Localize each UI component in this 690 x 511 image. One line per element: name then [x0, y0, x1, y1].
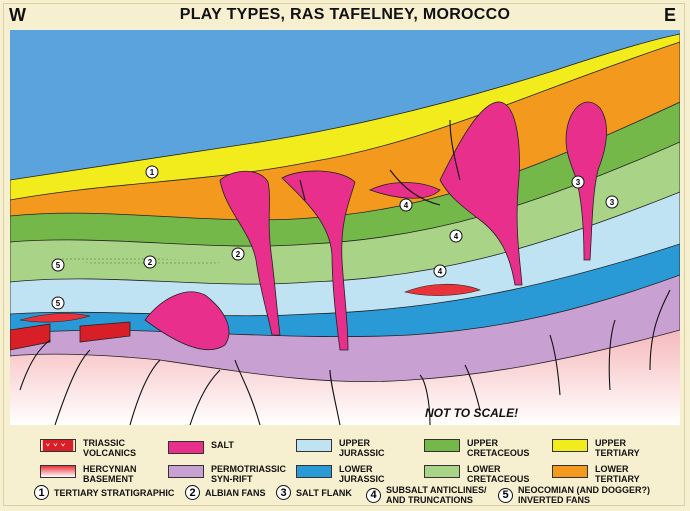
upper-jurassic-swatch	[296, 439, 332, 452]
play-2: 2 ALBIAN FANS	[185, 485, 266, 500]
marker-5b: 5	[51, 296, 65, 310]
marker-2b: 2	[231, 247, 245, 261]
legend-lt-line2: TERTIARY	[595, 474, 640, 484]
east-label: E	[664, 5, 677, 25]
salt-diapir-3	[439, 101, 523, 286]
play-4: 4 SUBSALT ANTICLINES/AND TRUNCATIONS	[366, 485, 487, 505]
marker-2b-label: 2	[236, 250, 241, 259]
legend-permo-line1: PERMOTRIASSIC	[211, 464, 287, 474]
legend-uj-line1: UPPER	[339, 438, 371, 448]
legend-item-lower-tertiary: LOWER TERTIARY	[552, 464, 640, 484]
play-markers: 1 2 2 3 3 4 4 4 5 5	[51, 165, 619, 310]
play-4-label-1: SUBSALT ANTICLINES/	[386, 485, 487, 495]
triassic-volcanics	[10, 323, 51, 351]
play-3-label: SALT FLANK	[296, 487, 352, 498]
legend-uc-line2: CRETACEOUS	[467, 448, 530, 458]
legend-item-triassic-volcanics: TRIASSIC VOLCANICS	[40, 438, 136, 458]
legend-uj-line2: JURASSIC	[339, 448, 385, 458]
legend-hercynian-line2: BASEMENT	[83, 474, 134, 484]
play-2-number: 2	[185, 485, 200, 500]
red-lens	[404, 283, 481, 296]
play-5-label-1: NEOCOMIAN (AND DOGGER?)	[518, 485, 650, 495]
marker-4c-label: 4	[438, 267, 443, 276]
play-5-label-2: INVERTED FANS	[518, 495, 591, 505]
legend-item-lower-cretaceous: LOWER CRETACEOUS	[424, 464, 529, 484]
marker-5b-label: 5	[56, 299, 61, 308]
legend-uc-line1: UPPER	[467, 438, 499, 448]
upper-cretaceous-swatch	[424, 439, 460, 452]
triassic-volcanics-2	[79, 321, 131, 343]
neocomian-fan-red	[19, 313, 91, 323]
west-label: W	[9, 5, 26, 25]
play-2-label: ALBIAN FANS	[205, 487, 266, 498]
diagram-frame	[3, 3, 685, 506]
legend-item-hercynian-basement: HERCYNIAN BASEMENT	[40, 464, 137, 484]
marker-4c: 4	[433, 264, 447, 278]
marker-5a: 5	[51, 258, 65, 272]
lower-jurassic-swatch	[296, 465, 332, 478]
marker-4a-label: 4	[404, 201, 409, 210]
faults	[19, 119, 671, 425]
legend-lj-line2: JURASSIC	[339, 474, 385, 484]
not-to-scale-note: NOT TO SCALE!	[425, 406, 519, 420]
salt-diapir-2	[281, 170, 356, 351]
play-1-number: 1	[34, 485, 49, 500]
triassic-volcanics-swatch	[40, 439, 76, 452]
lower-cretaceous-swatch	[424, 465, 460, 478]
legend: TRIASSIC VOLCANICS HERCYNIAN BASEMENT SALT…	[0, 430, 690, 511]
play-4-label-2: AND TRUNCATIONS	[386, 495, 473, 505]
legend-triassic-line2: VOLCANICS	[83, 448, 137, 458]
marker-4b-label: 4	[454, 232, 459, 241]
play-5-number: 5	[498, 487, 513, 503]
legend-lc-line1: LOWER	[467, 464, 501, 474]
play-5: 5 NEOCOMIAN (AND DOGGER?) INVERTED FANS	[498, 485, 650, 505]
legend-lt-line1: LOWER	[595, 464, 629, 474]
marker-3a: 3	[571, 175, 585, 189]
play-1-label: TERTIARY STRATIGRAPHIC	[54, 487, 175, 498]
upper-tertiary-swatch	[552, 439, 588, 452]
marker-2a: 2	[143, 255, 157, 269]
cross-section: 1 2 2 3 3 4 4 4 5 5	[10, 30, 680, 425]
legend-item-upper-tertiary: UPPER TERTIARY	[552, 438, 640, 458]
legend-hercynian-line1: HERCYNIAN	[83, 464, 137, 474]
play-3: 3 SALT FLANK	[276, 485, 352, 500]
permotriassic-swatch	[168, 465, 204, 478]
lower-tertiary-swatch	[552, 465, 588, 478]
marker-1-label: 1	[150, 168, 155, 177]
salt-swatch	[168, 441, 204, 454]
salt-pillow	[144, 291, 230, 351]
legend-ut-line2: TERTIARY	[595, 448, 640, 458]
marker-2a-label: 2	[148, 258, 153, 267]
marker-4a: 4	[399, 198, 413, 212]
legend-item-permotriassic: PERMOTRIASSIC SYN-RIFT	[168, 464, 286, 484]
salt-diapir-1	[219, 170, 281, 336]
legend-lc-line2: CRETACEOUS	[467, 474, 530, 484]
hercynian-basement-swatch	[40, 465, 76, 478]
play-3-number: 3	[276, 485, 291, 500]
marker-3b: 3	[605, 195, 619, 209]
legend-permo-line2: SYN-RIFT	[211, 474, 253, 484]
diagram-title: PLAY TYPES, RAS TAFELNEY, MOROCCO	[179, 6, 511, 23]
play-4-number: 4	[366, 487, 381, 503]
legend-item-upper-jurassic: UPPER JURASSIC	[296, 438, 385, 458]
legend-ut-line1: UPPER	[595, 438, 627, 448]
salt-wedge	[368, 182, 441, 199]
legend-item-salt: SALT	[168, 440, 234, 454]
marker-3a-label: 3	[576, 178, 581, 187]
legend-triassic-line1: TRIASSIC	[83, 438, 126, 448]
marker-1: 1	[145, 165, 159, 179]
legend-item-lower-jurassic: LOWER JURASSIC	[296, 464, 385, 484]
legend-salt-line1: SALT	[211, 440, 234, 450]
legend-lj-line1: LOWER	[339, 464, 373, 474]
legend-item-upper-cretaceous: UPPER CRETACEOUS	[424, 438, 529, 458]
marker-4b: 4	[449, 229, 463, 243]
marker-3b-label: 3	[610, 198, 615, 207]
marker-5a-label: 5	[56, 261, 61, 270]
play-1: 1 TERTIARY STRATIGRAPHIC	[34, 485, 174, 500]
